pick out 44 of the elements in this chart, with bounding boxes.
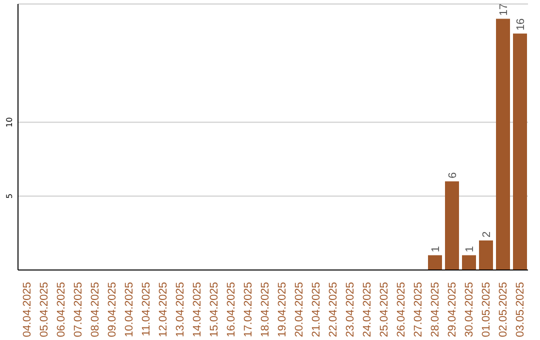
x-tick-label: 29.04.2025 [446,282,458,338]
x-tick-label: 25.04.2025 [378,282,390,338]
data-label: 2 [481,231,493,238]
x-tick-label: 18.04.2025 [260,282,272,338]
y-tick-label: 5 [5,194,14,199]
bar [479,240,493,270]
x-tick-label: 16.04.2025 [226,282,238,338]
y-tick-label: 10 [5,117,14,128]
x-tick-label: 10.04.2025 [124,282,136,338]
x-tick-label: 22.04.2025 [328,282,340,338]
x-tick-label: 26.04.2025 [396,282,408,338]
x-tick-label: 11.04.2025 [140,282,152,336]
data-label: 17 [498,4,510,16]
x-tick-label: 27.04.2025 [412,282,424,338]
x-tick-label: 24.04.2025 [362,282,374,338]
x-tick-label: 15.04.2025 [208,282,220,338]
x-tick-label: 21.04.2025 [310,282,322,338]
x-tick-label: 19.04.2025 [276,282,288,338]
x-tick-label: 05.04.2025 [38,282,50,338]
x-tick-label: 20.04.2025 [294,282,306,338]
x-tick-label: 02.05.2025 [498,282,510,338]
x-tick-label: 17.04.2025 [242,282,254,338]
bar [513,34,527,270]
x-tick-label: 04.04.2025 [22,282,34,338]
x-tick-label: 03.05.2025 [514,282,526,338]
x-tick-label: 09.04.2025 [106,282,118,338]
x-tick-label: 13.04.2025 [174,282,186,338]
x-tick-label: 06.04.2025 [56,282,68,338]
x-tick-label: 23.04.2025 [344,282,356,338]
x-tick-label: 01.05.2025 [480,282,492,338]
bar [445,181,459,270]
x-tick-label: 12.04.2025 [158,282,170,338]
data-label: 6 [447,172,459,178]
data-label: 1 [430,246,442,252]
x-tick-label: 08.04.2025 [90,282,102,338]
x-tick-label: 30.04.2025 [464,282,476,338]
x-tick-label: 28.04.2025 [430,282,442,338]
x-tick-label: 14.04.2025 [192,282,204,338]
bar [462,255,476,270]
bar [428,255,442,270]
data-label: 1 [464,246,476,252]
x-tick-label: 07.04.2025 [72,282,84,338]
data-label: 16 [515,18,527,31]
bar [496,18,510,270]
